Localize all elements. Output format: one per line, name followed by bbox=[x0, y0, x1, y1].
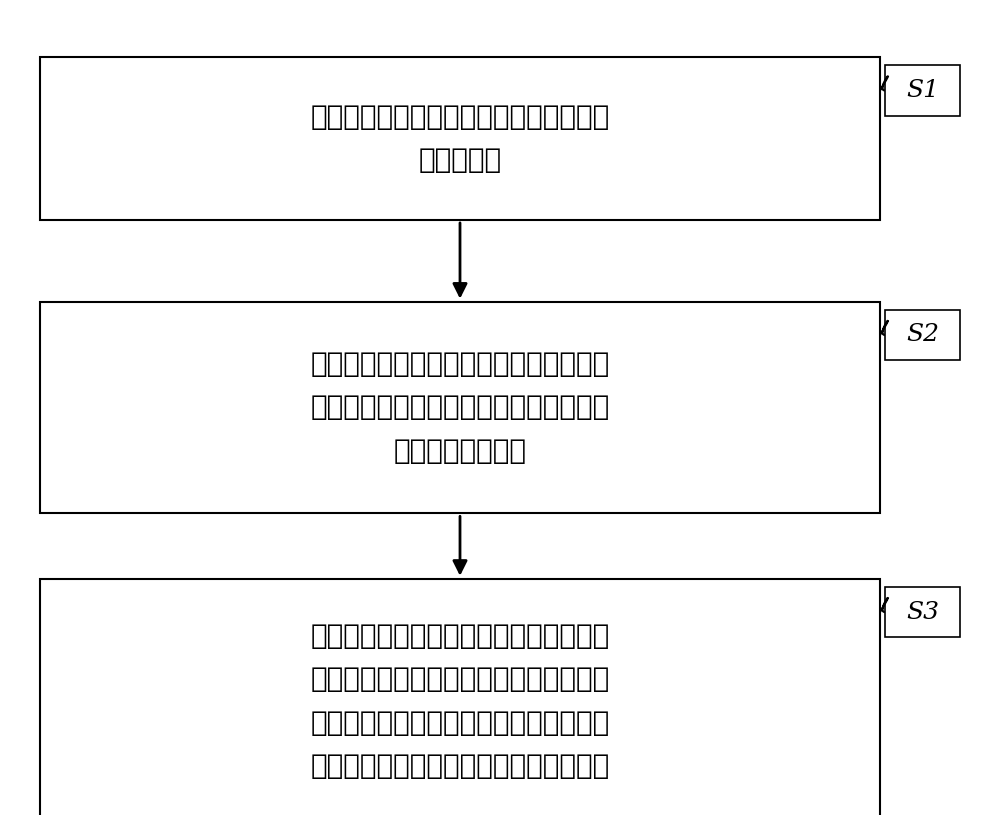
Bar bbox=[40, 302, 880, 513]
Bar bbox=[40, 579, 880, 815]
Text: S3: S3 bbox=[906, 601, 939, 623]
Text: 在空间谱域建立坐标系，将回波信号投影
至空间谱域: 在空间谱域建立坐标系，将回波信号投影 至空间谱域 bbox=[310, 103, 610, 174]
Bar bbox=[885, 310, 960, 360]
Text: 基于不同旋转角的旋转坐标系，将回波投
影至空间谱域，得到不同旋转坐标系下的
回波成像处理效率: 基于不同旋转角的旋转坐标系，将回波投 影至空间谱域，得到不同旋转坐标系下的 回波… bbox=[310, 350, 610, 465]
Bar bbox=[885, 65, 960, 116]
Bar bbox=[885, 587, 960, 637]
Text: S2: S2 bbox=[906, 324, 939, 346]
Text: 根据回波成像处理效率和旋转角的关系，
建立目标函数，得到目标旋转角，建立目
标坐标系，得到目标坐标系下空间谱域投
影，采用快速傅里叶反变换进行成像处理: 根据回波成像处理效率和旋转角的关系， 建立目标函数，得到目标旋转角，建立目 标坐… bbox=[310, 622, 610, 780]
Text: S1: S1 bbox=[906, 79, 939, 102]
Bar bbox=[40, 57, 880, 220]
